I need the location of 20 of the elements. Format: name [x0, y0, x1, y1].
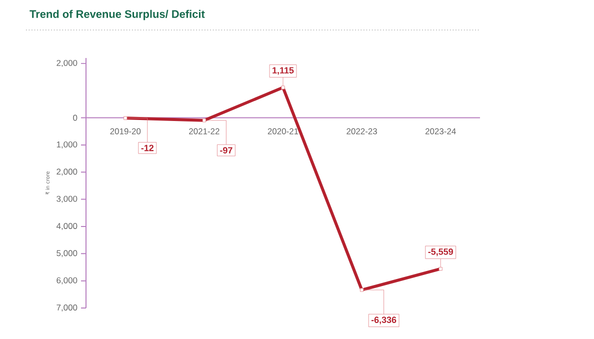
y-tick-label: 3,000 [56, 196, 78, 203]
x-tick-label: 2023-24 [425, 128, 456, 134]
chart-title: Trend of Revenue Surplus/ Deficit [30, 10, 205, 20]
data-label: -5,559 [428, 248, 453, 256]
y-tick-label: 2,000 [56, 168, 78, 176]
data-label: -6,336 [371, 316, 396, 324]
y-tick-label: 1,000 [56, 141, 78, 148]
y-tick-label: 6,000 [56, 277, 78, 284]
y-tick-label: 7,000 [56, 304, 78, 312]
y-tick-label: 2,000 [56, 60, 78, 67]
x-tick-label: 2022-23 [346, 128, 377, 134]
x-tick-label: 2019-20 [110, 128, 141, 134]
y-tick-label: 0 [73, 114, 78, 121]
x-tick-label: 2020-21 [268, 128, 298, 134]
y-tick-label: 4,000 [56, 222, 78, 230]
data-label: -97 [220, 147, 232, 154]
y-tick-label: 5,000 [56, 250, 78, 258]
x-tick-label: 2021-22 [189, 128, 220, 134]
data-label: -12 [141, 144, 154, 152]
data-label: 1,115 [272, 67, 294, 75]
